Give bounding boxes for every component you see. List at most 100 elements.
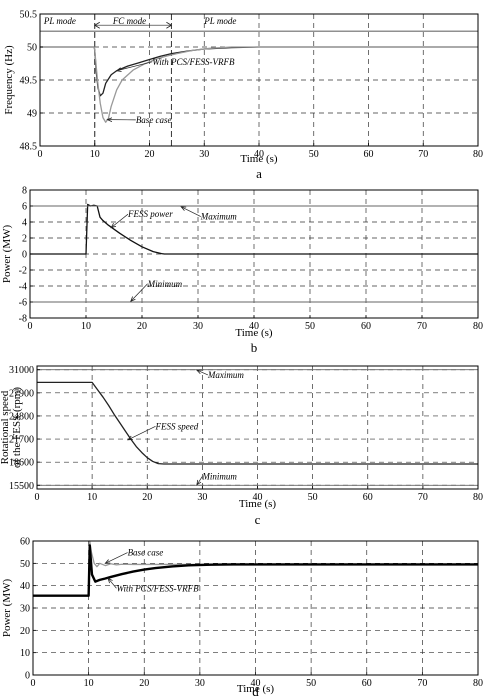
y-tick-label: 31000 [9,365,34,376]
y-axis-label: Power (MW) [1,578,13,637]
x-tick-label: 0 [38,149,43,160]
y-tick-label: 50.5 [20,10,38,21]
x-tick-label: 60 [364,149,374,160]
x-tick-label: 10 [90,149,100,160]
annotation-arrow-head [106,117,113,122]
x-axis-label: Time (s) [237,683,275,695]
x-tick-label: 0 [28,321,33,332]
annotation-arrow [105,552,128,564]
annotation-label: PL mode [203,16,236,26]
y-tick-label: 49.5 [20,76,38,87]
x-tick-label: 20 [142,492,152,503]
annotation-label: PL mode [43,16,76,26]
y-tick-label: 50 [27,43,37,54]
y-tick-label: 6 [22,202,27,213]
annotation-arrow-head [130,296,136,302]
x-tick-label: 10 [87,492,97,503]
series-line-0 [30,203,478,255]
x-tick-label: 0 [31,678,36,689]
y-tick-label: 49 [27,109,37,120]
x-tick-label: 30 [195,678,205,689]
annotation-label: Base case [128,548,164,558]
y-tick-label: 48.5 [20,142,38,153]
y-tick-label: 24800 [9,411,34,422]
annotation-label: Maximum [200,212,237,222]
annotation-arrow [181,206,201,217]
annotation-label: Minimum [201,471,237,481]
y-axis-label-line: of the FESS (rpm) [11,387,23,468]
y-axis-label: Frequency (Hz) [3,45,15,115]
x-tick-label: 60 [362,678,372,689]
x-tick-label: 70 [418,149,428,160]
x-tick-label: 30 [197,492,207,503]
y-tick-label: 15500 [9,481,34,492]
annotation-arrow-head [107,577,113,584]
y-tick-label: 8 [22,186,27,197]
y-tick-label: 18600 [9,458,34,469]
annotation-label: Base case [136,115,172,125]
x-tick-label: 70 [418,492,428,503]
x-tick-label: 70 [417,321,427,332]
x-tick-label: 40 [253,492,263,503]
annotation-arrow [107,578,117,589]
panel-letter: c [255,512,261,527]
x-tick-label: 70 [417,678,427,689]
x-tick-label: 40 [251,678,261,689]
x-axis-label: Time (s) [235,327,273,339]
y-tick-label: 60 [20,537,30,548]
annotation-arrow [130,283,148,302]
y-tick-label: 0 [25,671,30,682]
panel-letter: d [252,684,259,699]
x-tick-label: 60 [361,321,371,332]
x-tick-label: 20 [139,678,149,689]
annotation-arrow [196,369,209,376]
annotation-label: FESS speed [155,421,199,431]
x-axis-label: Time (s) [240,153,278,165]
y-tick-label: 50 [20,559,30,570]
x-tick-label: 80 [473,149,483,160]
y-tick-label: -6 [19,298,27,309]
x-tick-label: 60 [363,492,373,503]
x-tick-label: 20 [145,149,155,160]
x-tick-label: 30 [199,149,209,160]
y-tick-label: -4 [19,282,27,293]
arrow-head [166,21,173,29]
annotation-arrow-head [104,559,111,564]
y-tick-label: 30 [20,604,30,615]
x-tick-label: 20 [137,321,147,332]
x-tick-label: 0 [35,492,40,503]
panel-c: 0 10 20 30 40 50 60 70 80 15500 18600 21700 24800 279… [0,365,483,527]
x-tick-label: 40 [254,149,264,160]
x-tick-label: 50 [306,678,316,689]
y-tick-label: 0 [22,250,27,261]
panel-d: 0 10 20 30 40 50 60 70 80 0 10 20 30 40 50 60 Time (s) Po… [1,537,483,700]
annotation-label: With PCS/FESS-VRFB [116,583,199,593]
series-line-1 [40,46,478,123]
y-tick-label: 40 [20,581,30,592]
annotation-label: With PCS/FESS-VRFB [152,57,235,67]
y-tick-label: 4 [22,218,27,229]
y-tick-label: 2 [22,234,27,245]
x-tick-label: 80 [473,678,483,689]
y-axis-label: Rotational speedof the FESS (rpm) [0,387,23,468]
panel-letter: a [256,166,262,181]
series-line-1 [33,544,478,597]
annotation-arrow-head [110,223,117,229]
annotation-label: Minimum [147,279,183,289]
y-tick-label: 20 [20,626,30,637]
annotation-label: FC mode [112,16,146,26]
x-tick-label: 30 [193,321,203,332]
x-tick-label: 50 [308,492,318,503]
x-tick-label: 80 [473,321,483,332]
y-tick-label: -8 [19,314,27,325]
annotation-arrow-head [180,206,187,211]
annotation-arrow [116,61,153,72]
series-line-0 [37,381,478,465]
y-tick-label: 27900 [9,388,34,399]
annotation-label: FESS power [127,209,173,219]
panel-b: 0 10 20 30 40 50 60 70 80 -8 -6 -4 -2 0 2 4 6 8 Time (s) Po… [1,186,483,356]
y-tick-label: 10 [20,648,30,659]
annotation-arrow [196,476,203,486]
annotation-arrow [127,426,156,441]
arrow-head [93,21,100,29]
